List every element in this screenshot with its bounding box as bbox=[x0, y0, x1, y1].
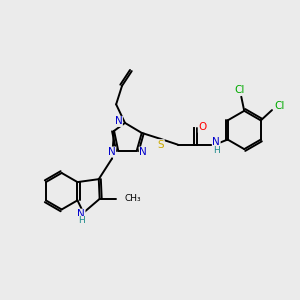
Text: CH₃: CH₃ bbox=[125, 194, 141, 203]
Text: N: N bbox=[212, 137, 220, 147]
Text: O: O bbox=[198, 122, 206, 132]
Text: Cl: Cl bbox=[235, 85, 245, 95]
Text: H: H bbox=[78, 217, 85, 226]
Text: N: N bbox=[108, 147, 116, 157]
Text: N: N bbox=[77, 209, 85, 219]
Text: Cl: Cl bbox=[274, 101, 284, 111]
Text: S: S bbox=[158, 140, 164, 150]
Text: N: N bbox=[115, 116, 122, 126]
Text: H: H bbox=[213, 146, 220, 155]
Text: N: N bbox=[140, 147, 147, 157]
